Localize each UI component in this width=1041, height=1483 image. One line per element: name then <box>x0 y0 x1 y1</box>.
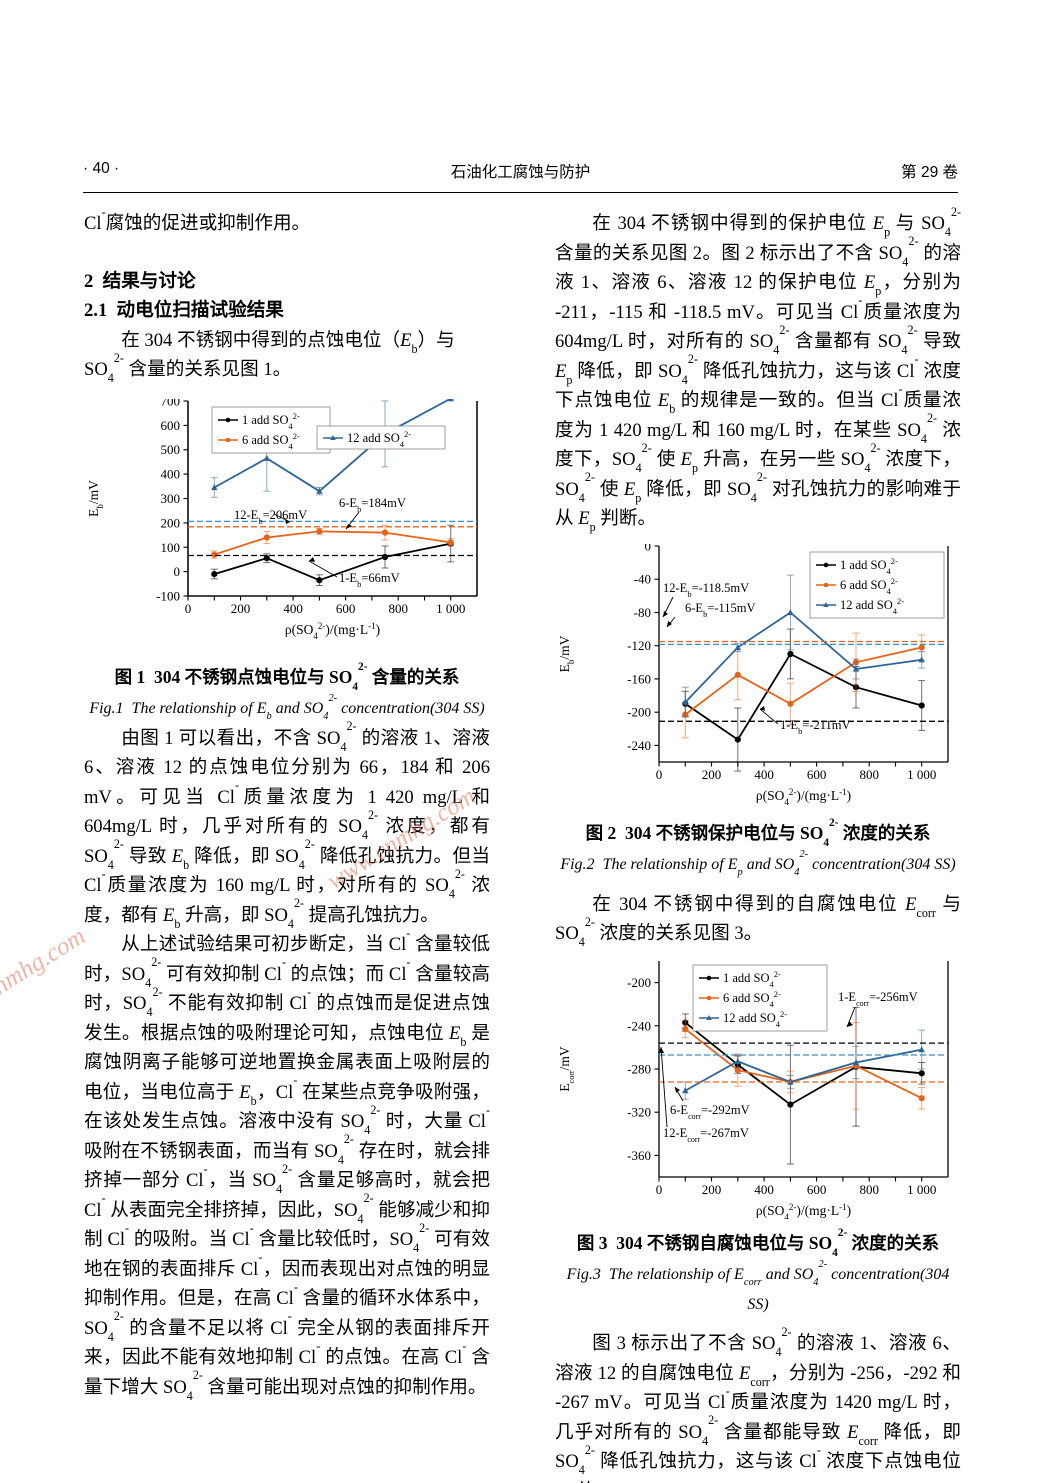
svg-text:1-Eb=66mV: 1-Eb=66mV <box>339 571 400 589</box>
svg-text:-200: -200 <box>627 975 651 990</box>
svg-text:400: 400 <box>754 767 774 782</box>
svg-text:1 000: 1 000 <box>907 1182 936 1197</box>
svg-text:200: 200 <box>231 601 251 616</box>
svg-text:Eb/mV: Eb/mV <box>86 479 105 516</box>
svg-text:-240: -240 <box>627 1018 651 1033</box>
svg-text:12-Eb=206mV: 12-Eb=206mV <box>234 508 307 526</box>
svg-text:0: 0 <box>174 564 181 579</box>
svg-text:-360: -360 <box>627 1147 651 1162</box>
svg-text:-160: -160 <box>627 671 651 686</box>
svg-text:0: 0 <box>645 544 652 554</box>
svg-text:400: 400 <box>283 601 303 616</box>
svg-text:100: 100 <box>161 539 181 554</box>
svg-text:1 000: 1 000 <box>436 601 465 616</box>
svg-text:ρ(SO42-)/(mg·L-1): ρ(SO42-)/(mg·L-1) <box>285 621 380 639</box>
svg-text:6-Ecorr=-292mV: 6-Ecorr=-292mV <box>670 1103 750 1121</box>
svg-text:600: 600 <box>807 767 827 782</box>
svg-text:400: 400 <box>754 1182 774 1197</box>
svg-text:800: 800 <box>388 601 408 616</box>
svg-text:-120: -120 <box>627 638 651 653</box>
svg-text:300: 300 <box>161 491 181 506</box>
svg-text:500: 500 <box>161 442 181 457</box>
svg-text:1-Ecorr=-256mV: 1-Ecorr=-256mV <box>838 990 918 1008</box>
svg-text:6-Eb=-115mV: 6-Eb=-115mV <box>685 601 756 619</box>
svg-text:600: 600 <box>336 601 356 616</box>
svg-text:ρ(SO42-)/(mg·L-1): ρ(SO42-)/(mg·L-1) <box>756 787 851 807</box>
svg-text:-240: -240 <box>627 737 651 752</box>
svg-text:800: 800 <box>859 1182 879 1197</box>
svg-text:1 000: 1 000 <box>907 767 936 782</box>
svg-text:0: 0 <box>656 767 663 782</box>
svg-text:-80: -80 <box>634 605 651 620</box>
svg-text:400: 400 <box>161 466 181 481</box>
svg-text:-280: -280 <box>627 1061 651 1076</box>
svg-text:12-Ecorr=-267mV: 12-Ecorr=-267mV <box>663 1126 749 1144</box>
svg-text:200: 200 <box>702 1182 722 1197</box>
svg-text:-320: -320 <box>627 1104 651 1119</box>
svg-text:200: 200 <box>161 515 181 530</box>
svg-text:12-Eb=-118.5mV: 12-Eb=-118.5mV <box>663 581 749 599</box>
svg-text:-40: -40 <box>634 571 651 586</box>
svg-text:ρ(SO42-)/(mg·L-1): ρ(SO42-)/(mg·L-1) <box>756 1202 851 1219</box>
svg-text:-100: -100 <box>156 588 180 603</box>
svg-text:1-Eb=-211mV: 1-Eb=-211mV <box>780 718 851 736</box>
svg-text:Ecorr/mV: Ecorr/mV <box>557 1046 576 1091</box>
svg-text:600: 600 <box>807 1182 827 1197</box>
svg-text:0: 0 <box>656 1182 663 1197</box>
svg-text:Eb/mV: Eb/mV <box>557 635 576 672</box>
svg-text:-200: -200 <box>627 704 651 719</box>
svg-text:600: 600 <box>161 417 181 432</box>
svg-text:6-Eb=184mV: 6-Eb=184mV <box>339 496 406 514</box>
svg-text:800: 800 <box>859 767 879 782</box>
svg-text:200: 200 <box>702 767 722 782</box>
svg-text:0: 0 <box>185 601 192 616</box>
svg-text:700: 700 <box>161 399 181 409</box>
